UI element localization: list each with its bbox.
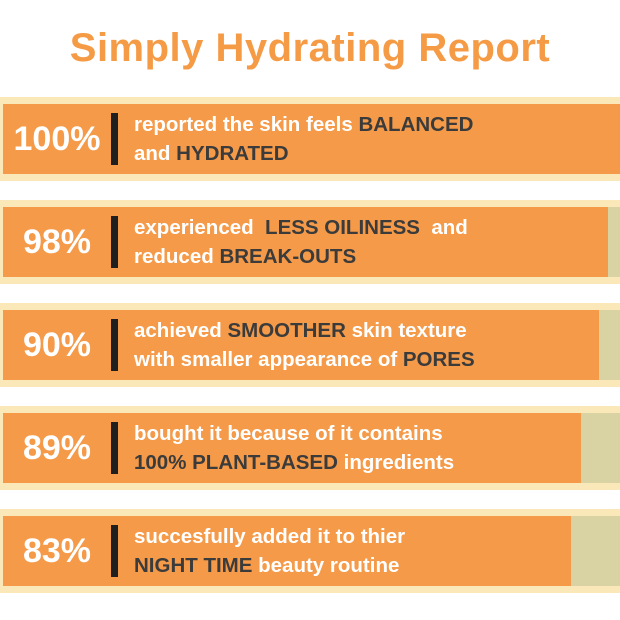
report-row: 83% succesfully added it to thier NIGHT T…: [0, 509, 620, 593]
percent-value: 83%: [22, 531, 92, 570]
percent-value: 89%: [22, 428, 92, 467]
report-rows: 100% reported the skin feels BALANCED and…: [0, 97, 620, 612]
description-line: reported the skin feels BALANCED: [134, 112, 474, 136]
bar-track: 89% bought it because of it contains 100%…: [3, 413, 620, 483]
description-line: NIGHT TIME beauty routine: [134, 554, 400, 577]
description-line: 100% PLANT-BASED ingredients: [134, 451, 455, 474]
report-row: 90% achieved SMOOTHER skin texture with s…: [0, 303, 620, 387]
divider-bar: [111, 422, 118, 474]
title-wrap: Simply Hydrating Report: [0, 0, 620, 97]
divider-bar: [111, 319, 118, 371]
report-row: 89% bought it because of it contains 100%…: [0, 406, 620, 490]
bar-content: 100% reported the skin feels BALANCED and…: [3, 104, 620, 174]
description-line: with smaller appearance of PORES: [134, 348, 475, 371]
description-line: reduced BREAK-OUTS: [134, 245, 357, 268]
description-line: achieved SMOOTHER skin texture: [134, 318, 467, 342]
divider-bar: [111, 216, 118, 268]
bar-fill: [3, 104, 620, 174]
percent-value: 90%: [22, 325, 92, 364]
page-title: Simply Hydrating Report: [69, 26, 551, 70]
description-line: and HYDRATED: [134, 142, 289, 165]
divider-bar: [111, 113, 118, 165]
row-description: experienced LESS OILINESS and reduced BRE…: [134, 213, 468, 272]
bar-track: 90% achieved SMOOTHER skin texture with s…: [3, 310, 620, 380]
description-line: experienced LESS OILINESS and: [134, 215, 468, 239]
row-description: succesfully added it to thier NIGHT TIME …: [134, 522, 405, 581]
bar-track: 100% reported the skin feels BALANCED and…: [3, 104, 620, 174]
row-description: bought it because of it contains 100% PLA…: [134, 419, 454, 478]
divider-bar: [111, 525, 118, 577]
row-description: reported the skin feels BALANCED and HYDR…: [134, 110, 473, 169]
bar-fill: [3, 516, 572, 586]
bar-content: 83% succesfully added it to thier NIGHT T…: [3, 516, 620, 586]
report-row: 100% reported the skin feels BALANCED and…: [0, 97, 620, 181]
bar-content: 89% bought it because of it contains 100%…: [3, 413, 620, 483]
row-description: achieved SMOOTHER skin texture with small…: [134, 316, 475, 375]
description-line: bought it because of it contains: [134, 421, 443, 445]
bar-content: 98% experienced LESS OILINESS and reduced…: [3, 207, 620, 277]
bar-fill: [3, 413, 582, 483]
percent-value: 100%: [13, 119, 101, 158]
description-line: succesfully added it to thier: [134, 524, 406, 548]
bar-fill: [3, 310, 600, 380]
report-row: 98% experienced LESS OILINESS and reduced…: [0, 200, 620, 284]
percent-value: 98%: [22, 222, 92, 261]
bar-content: 90% achieved SMOOTHER skin texture with s…: [3, 310, 620, 380]
bar-track: 83% succesfully added it to thier NIGHT T…: [3, 516, 620, 586]
bar-fill: [3, 207, 608, 277]
bar-track: 98% experienced LESS OILINESS and reduced…: [3, 207, 620, 277]
